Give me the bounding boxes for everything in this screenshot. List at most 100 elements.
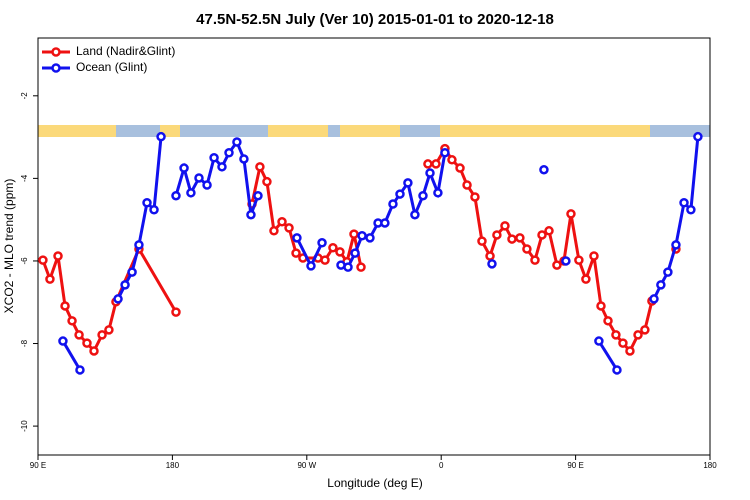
data-point xyxy=(656,280,666,290)
data-point xyxy=(403,178,413,188)
y-tick-label: -4 xyxy=(20,174,29,182)
data-point xyxy=(612,365,622,375)
data-point xyxy=(530,255,540,265)
data-point xyxy=(127,267,137,277)
data-point xyxy=(269,226,279,236)
data-point xyxy=(596,301,606,311)
legend-label: Ocean (Glint) xyxy=(76,60,147,74)
data-point xyxy=(380,218,390,228)
data-point xyxy=(603,316,613,326)
data-point xyxy=(142,197,152,208)
y-tick-label: -10 xyxy=(20,420,29,432)
data-point xyxy=(561,256,571,266)
data-point xyxy=(253,190,263,201)
data-point xyxy=(320,255,330,265)
data-point xyxy=(356,262,366,272)
series-line xyxy=(652,136,700,300)
data-point xyxy=(470,192,480,202)
data-point xyxy=(179,163,189,173)
data-point xyxy=(388,199,398,209)
data-point xyxy=(581,274,591,284)
data-point xyxy=(134,240,144,250)
data-point xyxy=(202,180,212,190)
data-point xyxy=(671,240,681,250)
x-tick-label: 90 E xyxy=(567,461,583,470)
data-point xyxy=(693,131,703,142)
data-point xyxy=(53,251,63,261)
data-point xyxy=(574,255,584,265)
data-point xyxy=(292,233,302,243)
data-point xyxy=(552,260,562,270)
x-tick-label: 180 xyxy=(703,461,717,470)
data-point xyxy=(492,230,502,240)
series-line xyxy=(427,145,654,354)
chart-title: 47.5N-52.5N July (Ver 10) 2015-01-01 to … xyxy=(196,11,554,28)
data-point xyxy=(485,251,495,261)
data-point xyxy=(537,230,547,240)
data-point xyxy=(74,330,84,340)
data-point xyxy=(640,325,650,335)
data-point xyxy=(171,307,181,317)
data-point xyxy=(611,330,621,340)
data-point xyxy=(246,209,256,220)
data-point xyxy=(357,231,367,241)
data-point xyxy=(156,131,166,142)
data-point xyxy=(217,162,227,172)
data-point xyxy=(224,148,234,158)
data-point xyxy=(284,223,294,233)
data-point xyxy=(45,274,55,284)
data-point xyxy=(335,247,345,257)
data-point xyxy=(38,255,48,265)
series-line xyxy=(41,245,178,354)
x-tick-label: 90 W xyxy=(297,461,316,470)
data-point xyxy=(120,280,130,290)
data-point xyxy=(618,338,628,348)
x-tick-label: 90 E xyxy=(30,461,46,470)
data-point xyxy=(186,188,196,198)
data-point xyxy=(395,189,405,199)
data-point xyxy=(522,244,532,254)
data-point xyxy=(209,152,219,163)
y-tick-label: -6 xyxy=(20,257,29,265)
data-point xyxy=(262,176,272,187)
y-axis-label: XCO2 - MLO trend (ppm) xyxy=(2,179,16,314)
data-point xyxy=(455,163,465,173)
data-point xyxy=(89,346,99,356)
data-point xyxy=(58,336,68,346)
data-point xyxy=(440,148,450,158)
data-point xyxy=(97,330,107,340)
data-point xyxy=(539,164,549,175)
data-point xyxy=(462,180,472,190)
x-axis-label: Longitude (deg E) xyxy=(327,476,422,490)
data-point xyxy=(515,233,525,243)
data-point xyxy=(349,229,359,239)
legend-marker xyxy=(51,63,61,73)
data-point xyxy=(104,325,114,335)
data-point xyxy=(350,248,360,258)
data-point xyxy=(425,168,435,178)
data-point xyxy=(291,248,301,258)
data-point xyxy=(82,338,92,348)
data-point xyxy=(232,137,242,147)
x-tick-label: 0 xyxy=(439,461,444,470)
data-point xyxy=(171,190,181,201)
data-point xyxy=(433,188,443,198)
data-point xyxy=(60,301,70,311)
data-point xyxy=(566,209,576,219)
data-point xyxy=(477,236,487,246)
data-point xyxy=(431,159,441,169)
legend-label: Land (Nadir&Glint) xyxy=(76,44,175,58)
data-point xyxy=(328,242,338,253)
legend-marker xyxy=(51,47,61,57)
data-point xyxy=(686,205,696,215)
data-point xyxy=(343,262,353,272)
data-point xyxy=(75,365,85,375)
data-point xyxy=(507,234,517,244)
series-line xyxy=(597,340,619,371)
data-point xyxy=(589,251,599,261)
x-tick-label: 180 xyxy=(166,461,180,470)
data-point xyxy=(365,233,375,243)
data-point xyxy=(544,226,554,236)
data-point xyxy=(277,216,287,227)
